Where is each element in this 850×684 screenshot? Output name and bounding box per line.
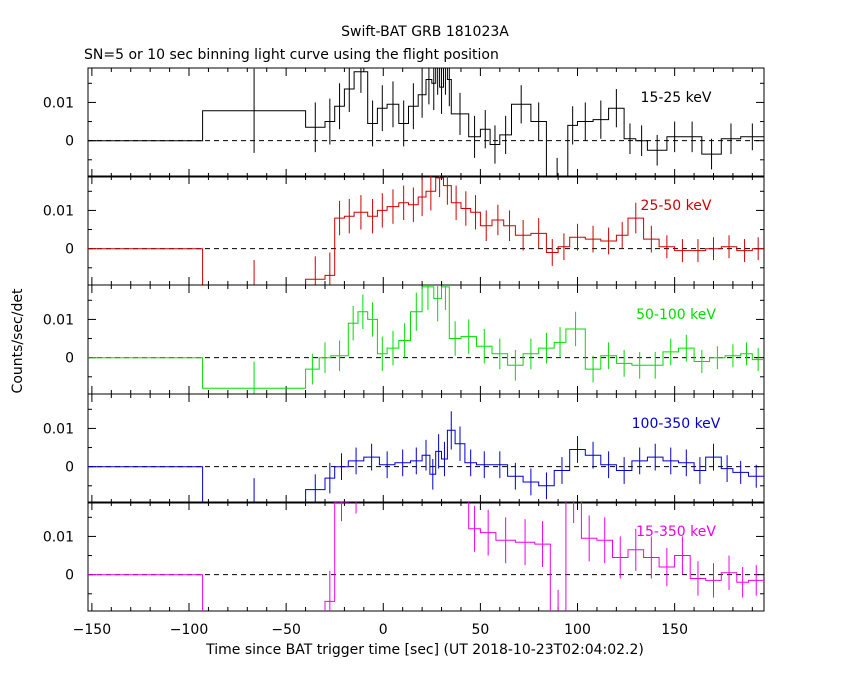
light-curve-series — [88, 285, 764, 394]
panel-2: 0 0.01 25-50 keV — [43, 175, 765, 286]
band-label: 100-350 keV — [632, 416, 721, 432]
band-label: 15-350 keV — [636, 524, 716, 540]
light-curve-step — [88, 177, 764, 285]
x-tick-label: 100 — [564, 622, 591, 638]
x-tick-label: 0 — [379, 622, 388, 638]
y-tick-label: 0 — [65, 568, 74, 584]
y-tick-label: 0.01 — [43, 312, 74, 328]
y-tick-label: 0.01 — [43, 95, 74, 111]
chart-subtitle: SN=5 or 10 sec binning light curve using… — [84, 47, 499, 63]
x-tick-label: 50 — [471, 622, 489, 638]
light-curve-step — [88, 286, 764, 389]
light-curve-step — [88, 429, 764, 503]
band-label: 25-50 keV — [641, 198, 712, 214]
y-axis-label: Counts/sec/det — [10, 288, 26, 393]
y-tick-label: 0.01 — [43, 203, 74, 219]
x-axis-label: Time since BAT trigger time [sec] (UT 20… — [205, 642, 644, 658]
panel-3: 0 0.01 50-100 keV — [43, 284, 765, 395]
panel-frame — [87, 67, 765, 178]
band-label: 50-100 keV — [636, 307, 716, 323]
panel-1: 0 0.01 15-25 keV — [43, 67, 765, 178]
panel-4: 0 0.01 100-350 keV — [43, 393, 765, 504]
panels-group: 0 0.01 15-25 keV 0 0.01 25-50 keV 0 0.01 50-100 … — [43, 67, 765, 638]
panel-frame — [87, 501, 765, 612]
y-tick-label: 0.01 — [43, 421, 74, 437]
x-tick-label: −50 — [271, 622, 301, 638]
light-curve-step — [88, 502, 764, 611]
y-tick-label: 0 — [65, 134, 74, 150]
x-tick-label: −100 — [170, 622, 208, 638]
panel-frame — [87, 284, 765, 395]
panel-5: 0 0.01 15-350 keV — [43, 501, 765, 612]
y-tick-label: 0.01 — [43, 529, 74, 545]
light-curve-step — [88, 68, 764, 177]
x-tick-label: 150 — [661, 622, 688, 638]
chart-title: Swift-BAT GRB 181023A — [341, 24, 509, 40]
x-tick-label: −150 — [73, 622, 111, 638]
light-curve-series — [88, 176, 764, 285]
light-curve-series — [88, 68, 764, 177]
y-tick-label: 0 — [65, 242, 74, 258]
band-label: 15-25 keV — [641, 90, 712, 106]
light-curve-series — [88, 411, 764, 503]
light-curve-series — [88, 502, 764, 611]
panel-frame — [87, 393, 765, 504]
y-tick-label: 0 — [65, 460, 74, 476]
y-tick-label: 0 — [65, 351, 74, 367]
